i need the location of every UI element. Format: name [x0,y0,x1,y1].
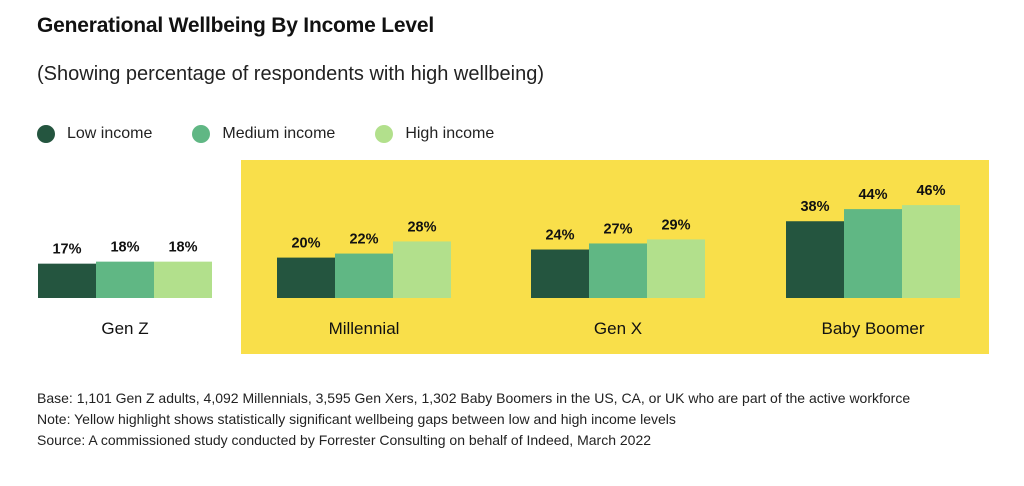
bar-baby-boomer-high-income [902,205,960,298]
category-label-gen-x: Gen X [594,319,642,338]
data-label-millennial-medium-income: 22% [349,232,378,248]
data-label-gen-x-medium-income: 27% [603,221,632,237]
chart-subtitle: (Showing percentage of respondents with … [37,63,544,85]
bar-gen-x-high-income [647,239,705,298]
data-label-gen-z-low-income: 17% [52,242,81,258]
chart-title: Generational Wellbeing By Income Level [37,14,434,37]
footer-note: Note: Yellow highlight shows statistical… [37,411,676,427]
data-label-baby-boomer-medium-income: 44% [858,187,887,203]
data-label-baby-boomer-high-income: 46% [916,183,945,199]
footer-notes: Base: 1,101 Gen Z adults, 4,092 Millenni… [37,388,910,451]
legend-item-medium-income: Medium income [192,125,335,143]
category-label-gen-z: Gen Z [101,319,148,338]
bar-gen-z-high-income [154,261,212,298]
category-label-baby-boomer: Baby Boomer [822,319,925,338]
footer-base: Base: 1,101 Gen Z adults, 4,092 Millenni… [37,390,911,406]
legend-label-low-income: Low income [67,125,153,142]
legend-item-high-income: High income [375,125,494,143]
bar-gen-z-medium-income [96,261,154,298]
bar-millennial-low-income [277,257,335,298]
bar-millennial-medium-income [335,253,393,298]
bar-baby-boomer-medium-income [844,209,902,298]
data-label-millennial-low-income: 20% [291,236,320,252]
category-label-millennial: Millennial [329,319,400,338]
legend-swatch-medium-income [192,125,211,143]
bar-millennial-high-income [393,241,451,298]
bar-baby-boomer-low-income [786,221,844,298]
legend-label-medium-income: Medium income [222,125,336,142]
bar-gen-z-low-income [38,263,96,298]
legend-item-low-income: Low income [37,125,152,143]
bar-gen-x-medium-income [589,243,647,298]
legend-label-high-income: High income [405,125,495,142]
legend-swatch-high-income [375,125,394,143]
data-label-gen-x-high-income: 29% [661,217,690,233]
bar-gen-x-low-income [531,249,589,298]
legend: Low income Medium income High income [37,125,534,143]
legend-swatch-low-income [37,125,55,143]
data-label-gen-z-medium-income: 18% [110,240,139,256]
data-label-baby-boomer-low-income: 38% [800,199,829,215]
data-label-gen-x-low-income: 24% [545,228,574,244]
footer-source: Source: A commissioned study conducted b… [37,432,652,448]
data-label-millennial-high-income: 28% [407,219,436,235]
data-label-gen-z-high-income: 18% [168,240,197,256]
